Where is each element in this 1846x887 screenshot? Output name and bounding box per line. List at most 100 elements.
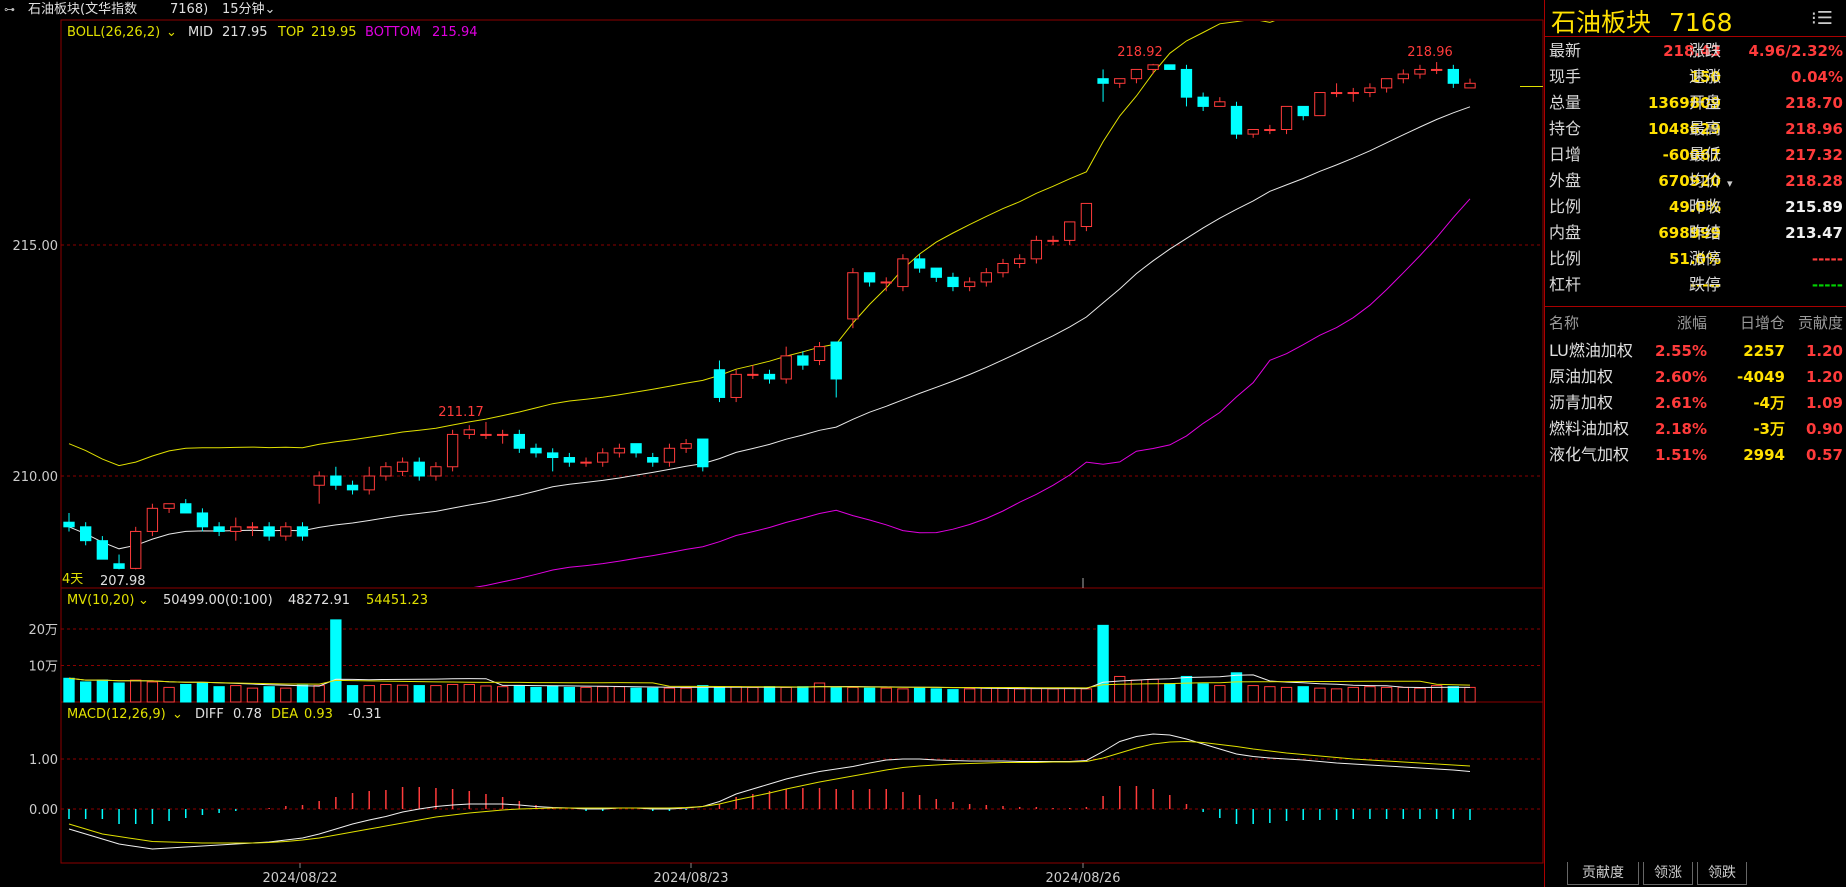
quote-value: 213.47 bbox=[1785, 224, 1843, 242]
quote-value: 218.96 bbox=[1785, 120, 1843, 138]
volume-bar bbox=[680, 687, 692, 703]
table-header: 涨幅 bbox=[1676, 314, 1707, 332]
boll-legend: 215.94 bbox=[432, 25, 478, 40]
mv-legend: 50499.00(0:100) bbox=[163, 593, 273, 608]
volume-bar bbox=[380, 683, 392, 703]
volume-bar bbox=[747, 686, 759, 703]
price-tick-label: 215.00 bbox=[13, 239, 59, 254]
quote-label: 昨收 bbox=[1689, 197, 1722, 216]
quote-label: 跌停 bbox=[1689, 275, 1722, 294]
candle-body bbox=[480, 433, 492, 436]
volume-bar bbox=[1047, 688, 1059, 703]
macd-legend: ⌄ bbox=[172, 707, 183, 722]
panel-instrument-code: 7168 bbox=[1668, 8, 1733, 37]
candle-body bbox=[313, 475, 325, 486]
candle-body bbox=[1114, 78, 1126, 84]
table-row-name[interactable]: 沥青加权 bbox=[1549, 393, 1614, 412]
volume-bar bbox=[597, 686, 609, 703]
table-row-contrib: 1.20 bbox=[1805, 342, 1843, 360]
table-row-change: 2.60% bbox=[1654, 368, 1707, 386]
volume-bar bbox=[1014, 688, 1026, 703]
quote-label: 比例 bbox=[1549, 197, 1582, 216]
candle-body bbox=[1080, 202, 1093, 228]
price-annotation: 207.98 bbox=[100, 574, 146, 589]
macd-legend: DIFF bbox=[195, 707, 224, 722]
chevron-down-icon[interactable]: ▾ bbox=[1727, 177, 1733, 190]
table-row-oi: 2257 bbox=[1743, 342, 1785, 360]
date-label: 2024/08/23 bbox=[654, 871, 729, 886]
volume-bar bbox=[880, 687, 892, 703]
tab-1[interactable]: 领涨 bbox=[1643, 862, 1693, 885]
quote-label: 持仓 bbox=[1549, 119, 1582, 138]
table-row-name[interactable]: LU燃油加权 bbox=[1549, 341, 1633, 360]
candle-body bbox=[330, 475, 342, 486]
volume-bar bbox=[1080, 688, 1093, 703]
macd-legend: 0.78 bbox=[233, 707, 262, 722]
candle-body bbox=[1297, 105, 1309, 117]
volume-bar bbox=[980, 687, 992, 703]
volume-bar bbox=[413, 685, 425, 703]
candle-body bbox=[413, 461, 425, 477]
volume-bar bbox=[897, 688, 909, 703]
volume-bar bbox=[963, 688, 976, 703]
candle-body bbox=[1397, 73, 1409, 80]
table-row-name[interactable]: 液化气加权 bbox=[1549, 445, 1630, 464]
volume-bar bbox=[730, 686, 742, 703]
macd-tick-label: 1.00 bbox=[29, 753, 58, 768]
quote-label: 外盘 bbox=[1549, 171, 1582, 190]
candle-body bbox=[463, 429, 475, 435]
volume-bar bbox=[780, 686, 792, 703]
candle-body bbox=[363, 475, 375, 491]
chart-frame bbox=[60, 19, 1544, 864]
instrument-code: 7168) bbox=[170, 2, 209, 17]
volume-bar bbox=[280, 687, 292, 703]
quote-value: 4.96/2.32% bbox=[1748, 42, 1843, 60]
volume-bar bbox=[847, 686, 859, 703]
candle-body bbox=[980, 272, 992, 283]
kline-chart[interactable]: 215.00 210.00 218.92 218.96 211.17 4天 207.98 BO… bbox=[0, 0, 1544, 887]
boll-legend: TOP bbox=[277, 25, 304, 40]
candle-body bbox=[663, 447, 676, 463]
tab-2[interactable]: 领跌 bbox=[1697, 862, 1747, 885]
table-row-contrib: 0.90 bbox=[1805, 420, 1843, 438]
volume-bar bbox=[697, 685, 709, 703]
volume-bar bbox=[1130, 679, 1143, 703]
period-selector[interactable]: 15分钟⌄ bbox=[222, 0, 275, 20]
link-icon[interactable]: ⊶ bbox=[4, 3, 15, 16]
candle-body bbox=[1097, 78, 1109, 84]
candle-body bbox=[1247, 129, 1259, 135]
candle-body bbox=[1164, 64, 1176, 70]
candle-body bbox=[496, 433, 509, 436]
candle-body bbox=[396, 461, 409, 472]
candle-body bbox=[1230, 105, 1243, 135]
quote-label: 杠杆 bbox=[1549, 275, 1582, 294]
macd-legend: DEA bbox=[271, 707, 298, 722]
volume-bar bbox=[1380, 686, 1393, 703]
table-row-name[interactable]: 原油加权 bbox=[1549, 367, 1614, 386]
divider bbox=[1545, 306, 1846, 307]
list-icon[interactable]: ⁝☰ bbox=[1811, 8, 1833, 29]
mv-legend: 48272.91 bbox=[288, 593, 350, 608]
candle-body bbox=[1330, 92, 1343, 95]
quote-label: 最低 bbox=[1689, 145, 1722, 164]
volume-bar bbox=[213, 686, 225, 703]
candle-body bbox=[563, 457, 576, 463]
table-row-change: 2.55% bbox=[1654, 342, 1707, 360]
candle-body bbox=[647, 457, 659, 463]
volume-bar bbox=[496, 686, 509, 703]
table-row-name[interactable]: 燃料油加权 bbox=[1549, 419, 1630, 438]
volume-bar bbox=[1464, 686, 1476, 703]
candle-body bbox=[730, 373, 742, 398]
volume-bar bbox=[196, 682, 209, 703]
quote-value: -60067 bbox=[1662, 146, 1721, 164]
volume-tick-label: 20万 bbox=[28, 623, 58, 638]
quote-value: 49.0% bbox=[1668, 198, 1721, 216]
volume-bar bbox=[1197, 683, 1209, 703]
instrument-name: 石油板块(文华指数 bbox=[28, 2, 138, 17]
volume-bar bbox=[797, 686, 809, 703]
volume-bar bbox=[663, 687, 676, 703]
period-tag: 4天 bbox=[62, 572, 83, 587]
volume-bar bbox=[1414, 687, 1426, 703]
volume-bar bbox=[1264, 686, 1276, 703]
tab-0[interactable]: 贡献度 bbox=[1567, 862, 1639, 885]
